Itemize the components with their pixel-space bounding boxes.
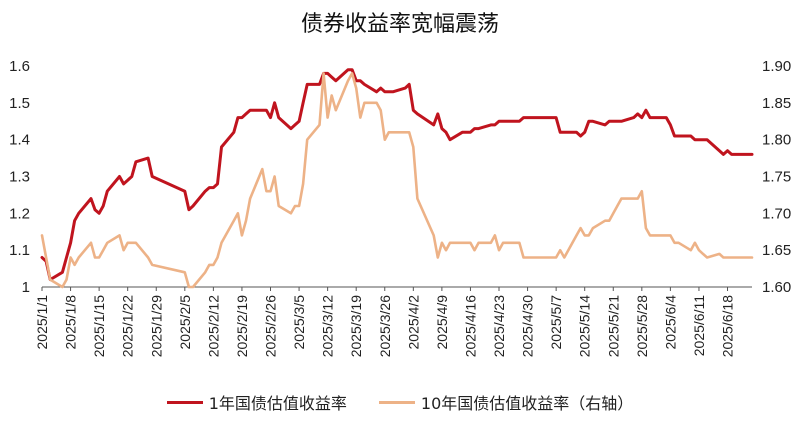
x-tick-label: 2025/4/30 — [520, 295, 536, 357]
x-tick-label: 2025/4/9 — [434, 295, 450, 350]
x-tick-label: 2025/1/29 — [148, 295, 164, 357]
x-tick-label: 2025/2/5 — [177, 295, 193, 350]
right-tick-label: 1.80 — [762, 132, 791, 149]
x-tick-label: 2025/2/26 — [263, 295, 279, 357]
x-tick-label: 2025/4/23 — [491, 295, 507, 357]
right-tick-label: 1.70 — [762, 205, 791, 222]
right-tick-label: 1.65 — [762, 242, 791, 259]
x-tick-label: 2025/1/15 — [91, 295, 107, 357]
chart-title: 债券收益率宽幅震荡 — [300, 12, 499, 37]
legend-item-10y: 10年国债估值收益率（右轴） — [378, 390, 634, 414]
legend-item-1y: 1年国债估值收益率 — [166, 390, 347, 414]
x-tick-label: 2025/6/4 — [662, 295, 678, 350]
x-tick-label: 2025/4/2 — [405, 295, 421, 350]
left-tick-label: 1.3 — [9, 169, 30, 186]
legend-swatch-1y — [166, 400, 203, 404]
right-tick-label: 1.85 — [762, 95, 791, 112]
x-tick-label: 2025/1/8 — [63, 295, 79, 350]
left-tick-label: 1.2 — [9, 205, 30, 222]
left-tick-label: 1.4 — [9, 132, 30, 149]
x-tick-label: 2025/2/12 — [205, 295, 221, 357]
x-tick-label: 2025/1/1 — [34, 295, 50, 350]
right-axis: 1.60 1.65 1.70 1.75 1.80 1.85 1.90 — [762, 58, 791, 296]
right-tick-label: 1.75 — [762, 169, 791, 186]
series-line-10y — [40, 72, 754, 289]
series-line-1y — [40, 68, 754, 282]
x-tick-label: 2025/6/11 — [691, 295, 707, 356]
left-tick-label: 1.1 — [9, 242, 30, 259]
left-axis: 1 1.1 1.2 1.3 1.4 1.5 1.6 — [9, 58, 30, 296]
x-tick-label: 2025/3/12 — [320, 295, 336, 357]
x-tick-label: 2025/5/21 — [605, 295, 621, 357]
x-tick-label: 2025/3/26 — [377, 295, 393, 357]
x-tick-label: 2025/3/19 — [348, 295, 364, 357]
x-tick-label: 2025/5/28 — [634, 295, 650, 357]
right-tick-label: 1.60 — [762, 279, 791, 296]
legend-swatch-10y — [378, 400, 415, 404]
series-lines — [40, 68, 754, 289]
x-tick-label: 2025/1/22 — [120, 295, 136, 357]
x-tick-label: 2025/6/18 — [720, 295, 736, 357]
x-tick-label: 2025/5/14 — [577, 295, 593, 357]
x-axis: 2025/1/1 2025/1/8 2025/1/15 2025/1/22 2025/1… — [34, 287, 736, 357]
left-tick-label: 1.6 — [9, 58, 30, 75]
x-tick-label: 2025/2/19 — [234, 295, 250, 357]
right-tick-label: 1.90 — [762, 58, 791, 75]
legend-label-10y: 10年国债估值收益率（右轴） — [420, 394, 634, 413]
left-tick-label: 1.5 — [9, 95, 30, 112]
legend-label-1y: 1年国债估值收益率 — [208, 394, 347, 413]
x-tick-label: 2025/5/7 — [548, 295, 564, 350]
x-tick-label: 2025/3/5 — [291, 295, 307, 350]
left-tick-label: 1 — [22, 279, 30, 296]
legend: 1年国债估值收益率 10年国债估值收益率（右轴） — [0, 390, 800, 414]
x-tick-label: 2025/4/16 — [462, 295, 478, 357]
